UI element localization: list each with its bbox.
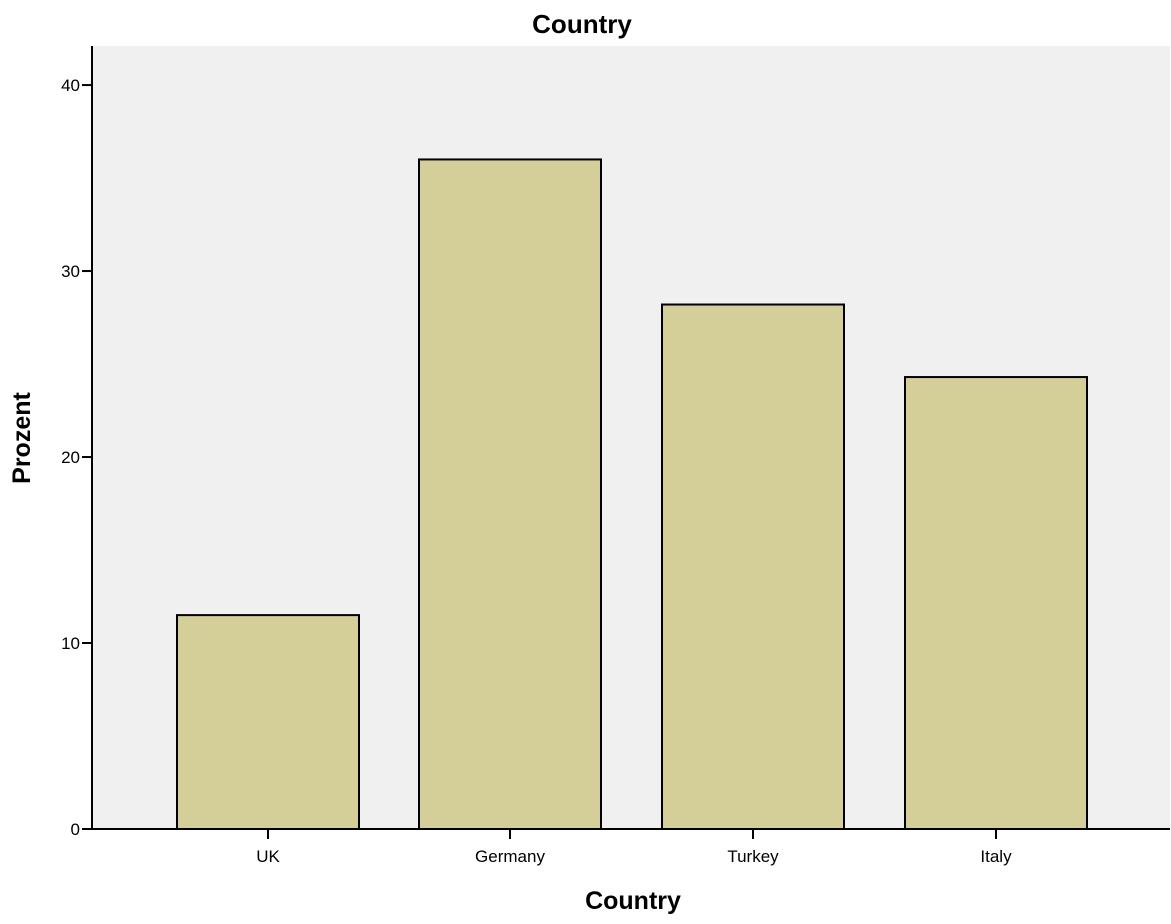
y-axis-title: Prozent	[8, 391, 36, 483]
y-ticks-group: 0 10 20 30 40	[61, 76, 92, 839]
bars-group	[176, 158, 1088, 831]
y-tick-label: 10	[61, 634, 80, 653]
chart-title: Country	[532, 9, 632, 39]
y-tick-label: 0	[71, 820, 80, 839]
x-ticks-group: UK Germany Turkey Italy	[256, 829, 1012, 866]
y-tick-label: 40	[61, 76, 80, 95]
x-axis-title: Country	[585, 887, 681, 915]
bar-italy	[904, 376, 1088, 830]
y-tick-label: 30	[61, 262, 80, 281]
x-tick-label-uk: UK	[256, 847, 280, 866]
x-tick-label-italy: Italy	[980, 847, 1012, 866]
bar-turkey	[661, 303, 845, 830]
bar-germany	[418, 158, 602, 831]
bar-uk	[176, 614, 360, 830]
x-tick-label-turkey: Turkey	[727, 847, 779, 866]
y-tick-label: 20	[61, 448, 80, 467]
x-tick-label-germany: Germany	[475, 847, 545, 866]
